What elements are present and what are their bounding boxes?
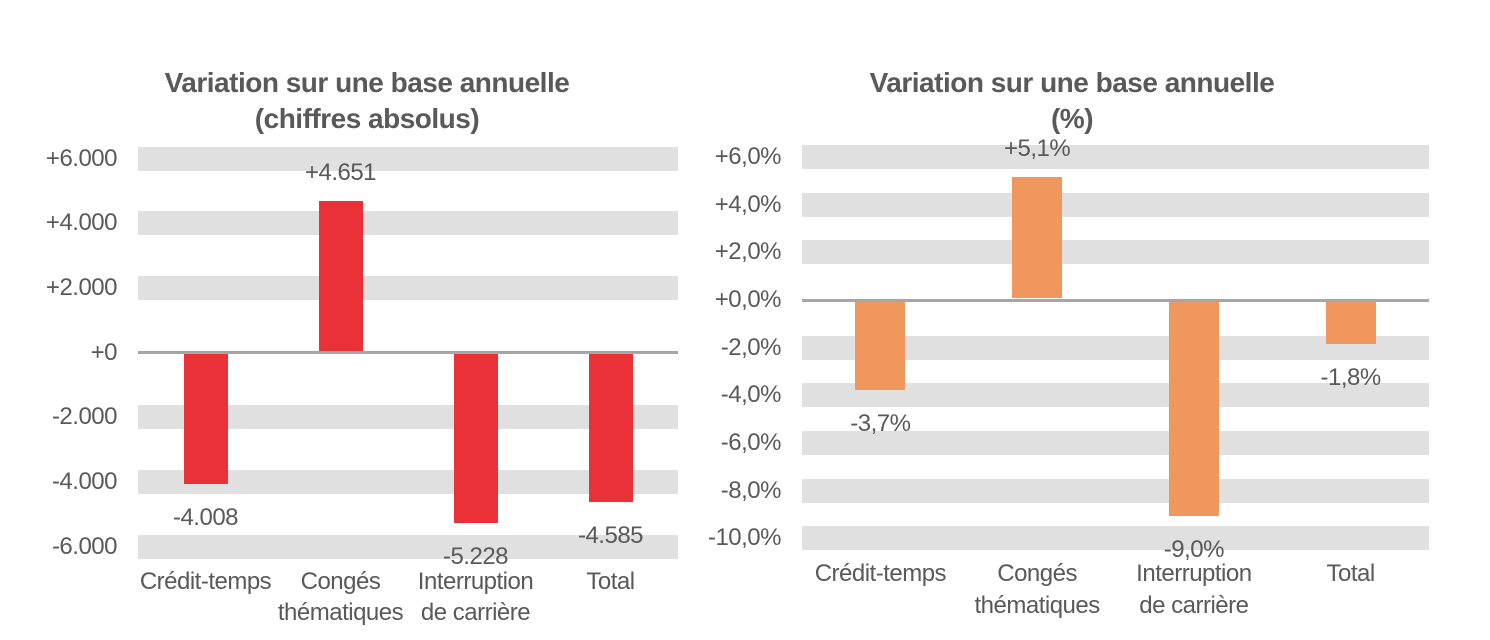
y-tick-label: -2,0% <box>720 333 782 361</box>
gridline-band <box>802 192 1429 217</box>
y-tick-label: +4,0% <box>714 190 782 218</box>
bar-total <box>1325 301 1376 345</box>
x-category-label-interruption-de-carriere: Interruption de carrière <box>417 568 534 626</box>
y-tick-label: -4.000 <box>51 467 118 495</box>
chart-title-absolute: Variation sur une base annuelle (chiffres… <box>67 65 667 137</box>
bar-value-label: +4.651 <box>304 158 377 186</box>
y-tick-label: +6,0% <box>714 143 782 170</box>
bar-interruption-de-carriere <box>453 354 498 524</box>
bar-value-label: -3,7% <box>850 409 911 437</box>
chart-title-line1: Variation sur une base annuelle <box>869 67 1275 99</box>
bar-value-label: -4.008 <box>172 503 239 531</box>
bar-conges-thematiques <box>318 200 363 351</box>
gridline-band <box>802 526 1429 551</box>
y-tick-label: +4.000 <box>45 209 118 237</box>
chart-title-percent: Variation sur une base annuelle (%) <box>772 65 1372 137</box>
y-tick-label: -8,0% <box>720 476 782 504</box>
y-tick-label: +2.000 <box>45 273 118 301</box>
chart-title-line2: (chiffres absolus) <box>254 103 480 135</box>
gridline-band <box>802 335 1429 360</box>
bar-interruption-de-carriere <box>1168 301 1219 516</box>
gridline-band <box>138 275 678 300</box>
bar-credit-temps <box>183 354 228 484</box>
gridline-band <box>138 146 678 171</box>
x-category-label-total: Total <box>1326 560 1376 587</box>
bar-value-label: -9,0% <box>1163 536 1225 563</box>
x-category-label-interruption-de-carriere: Interruption de carrière <box>1136 560 1252 619</box>
bar-conges-thematiques <box>1012 176 1063 299</box>
y-tick-label: +0 <box>90 338 118 366</box>
x-category-label-conges-thematiques: Congés thématiques <box>974 560 1101 619</box>
y-tick-label: -2.000 <box>51 403 118 431</box>
y-tick-label: +2,0% <box>714 238 782 266</box>
gridline-band <box>138 211 678 236</box>
x-category-label-credit-temps: Crédit-temps <box>139 568 272 595</box>
y-tick-label: -4,0% <box>720 381 782 409</box>
y-tick-label: -6,0% <box>720 429 782 456</box>
chart-title-line2: (%) <box>1050 103 1094 135</box>
gridline-band <box>802 383 1429 408</box>
bar-credit-temps <box>855 301 906 390</box>
bar-value-label: +5,1% <box>1004 134 1071 162</box>
y-tick-label: -10,0% <box>707 524 782 552</box>
gridline-band <box>802 431 1429 455</box>
zero-axis-line <box>802 298 1429 302</box>
bar-value-label: -5.228 <box>442 543 509 571</box>
bar-total <box>588 354 633 503</box>
gridline-band <box>802 145 1429 169</box>
y-tick-label: +6.000 <box>45 144 118 172</box>
gridline-band <box>802 240 1429 265</box>
gridline-band <box>802 478 1429 503</box>
y-tick-label: +0,0% <box>714 286 782 313</box>
x-category-label-conges-thematiques: Congés thématiques <box>277 568 404 626</box>
gridline-band <box>138 405 678 430</box>
x-category-label-credit-temps: Crédit-temps <box>814 560 947 587</box>
zero-axis-line <box>138 351 678 354</box>
gridline-band <box>138 469 678 494</box>
bar-value-label: -1,8% <box>1320 364 1382 392</box>
y-tick-label: -6.000 <box>51 532 118 560</box>
gridline-band <box>138 534 678 559</box>
x-category-label-total: Total <box>586 568 635 595</box>
chart-title-line1: Variation sur une base annuelle <box>164 67 570 99</box>
bar-value-label: -4.585 <box>577 522 644 550</box>
